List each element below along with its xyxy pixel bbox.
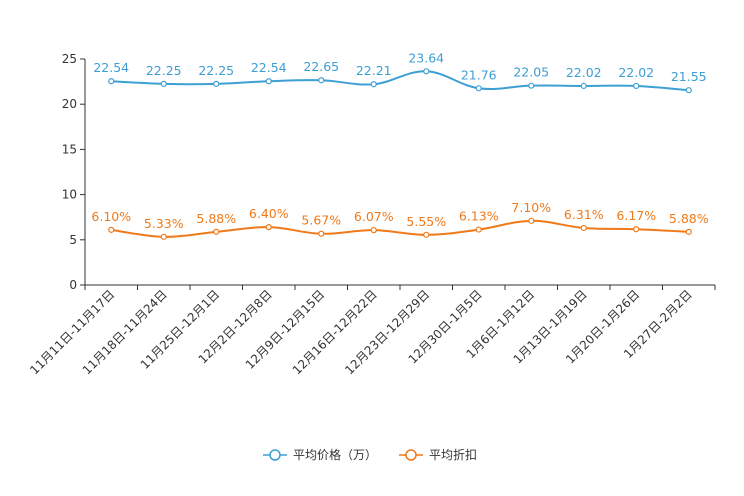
data-label: 21.76 bbox=[461, 67, 497, 82]
data-label: 22.54 bbox=[251, 60, 287, 75]
data-point bbox=[108, 226, 115, 233]
data-label: 22.21 bbox=[356, 63, 392, 78]
data-label: 22.02 bbox=[618, 65, 654, 80]
y-tick-label: 10 bbox=[62, 188, 77, 202]
y-tick-label: 25 bbox=[62, 52, 77, 66]
y-tick-label: 15 bbox=[62, 142, 77, 156]
data-label: 6.40% bbox=[249, 206, 289, 221]
data-point bbox=[580, 224, 587, 232]
data-label: 6.10% bbox=[91, 209, 131, 224]
legend-label: 平均折扣 bbox=[429, 447, 477, 462]
data-label: 6.31% bbox=[564, 207, 604, 222]
data-point bbox=[370, 227, 377, 234]
legend-label: 平均价格（万） bbox=[293, 447, 377, 462]
data-point bbox=[685, 87, 692, 94]
data-label: 22.02 bbox=[566, 65, 602, 80]
data-label: 5.88% bbox=[196, 211, 236, 226]
data-point bbox=[475, 85, 482, 92]
data-point bbox=[580, 82, 587, 90]
data-label: 22.05 bbox=[513, 65, 549, 80]
legend-item-2: 平均折扣 bbox=[399, 447, 477, 462]
legend-item-1: 平均价格（万） bbox=[263, 447, 377, 462]
data-point bbox=[213, 80, 220, 87]
y-tick-label: 0 bbox=[69, 278, 77, 292]
plot-area: 051015202511月11日-11月17日11月18日-11月24日11月2… bbox=[27, 50, 716, 377]
series-line bbox=[111, 219, 689, 238]
y-tick-label: 20 bbox=[62, 97, 77, 111]
legend-marker bbox=[269, 449, 281, 461]
data-point bbox=[475, 226, 482, 233]
data-label: 6.07% bbox=[354, 209, 394, 224]
data-label: 21.55 bbox=[671, 69, 707, 84]
data-label: 7.10% bbox=[511, 200, 551, 215]
data-point bbox=[528, 217, 535, 224]
data-point bbox=[265, 78, 272, 85]
data-point bbox=[528, 82, 535, 89]
data-point bbox=[685, 228, 692, 235]
data-label: 5.55% bbox=[406, 214, 446, 229]
data-label: 22.54 bbox=[93, 60, 129, 75]
series-line bbox=[111, 70, 689, 92]
data-label: 22.25 bbox=[146, 63, 182, 78]
legend: 平均价格（万） 平均折扣 bbox=[263, 447, 477, 462]
series-1: 22.54 22.25 22.25 22.54 22.65 22.21 23.64 21.76… bbox=[93, 50, 707, 94]
data-point bbox=[160, 233, 167, 240]
data-point bbox=[213, 228, 220, 235]
data-point bbox=[423, 231, 430, 238]
data-label: 5.88% bbox=[669, 211, 709, 226]
data-point bbox=[265, 224, 272, 231]
data-point bbox=[108, 78, 115, 85]
series-2: 6.10% 5.33% 5.88% 6.40% 5.67% 6.07% 5.55% 6.13%… bbox=[91, 200, 709, 240]
y-tick-label: 5 bbox=[69, 233, 77, 247]
data-point bbox=[633, 82, 640, 90]
data-label: 22.25 bbox=[198, 63, 234, 78]
data-label: 6.13% bbox=[459, 209, 499, 224]
data-point bbox=[423, 68, 430, 75]
data-point bbox=[318, 230, 325, 237]
data-point bbox=[318, 77, 325, 84]
x-tick-label: 11月11日-11月17日 bbox=[27, 287, 117, 377]
data-label: 5.33% bbox=[144, 216, 184, 231]
legend-marker bbox=[405, 449, 417, 461]
data-point bbox=[370, 81, 377, 88]
data-label: 23.64 bbox=[408, 50, 444, 65]
data-label: 6.17% bbox=[616, 208, 656, 223]
data-label: 5.67% bbox=[301, 213, 341, 228]
data-point bbox=[160, 80, 167, 87]
data-point bbox=[633, 226, 640, 233]
data-label: 22.65 bbox=[303, 59, 339, 74]
